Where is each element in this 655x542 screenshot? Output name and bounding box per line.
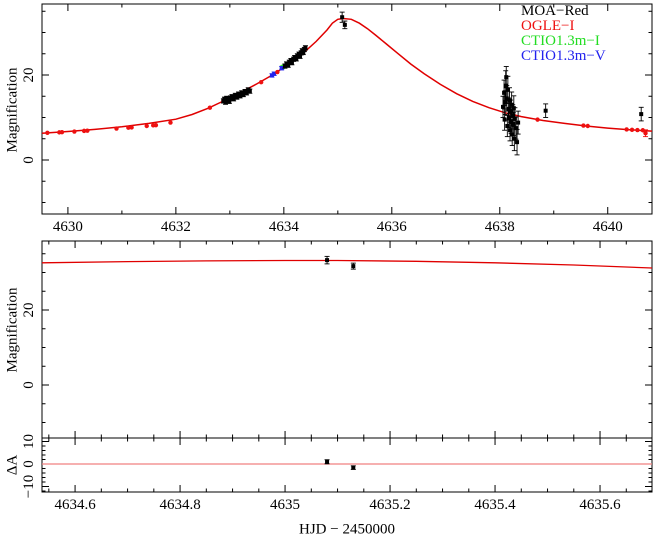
svg-text:4630: 4630 — [53, 219, 83, 235]
top-y-axis-label: Magnification — [4, 67, 21, 153]
svg-text:20: 20 — [21, 303, 37, 318]
legend: MOA−Red OGLE−I CTIO1.3m−I CTIO1.3m−V — [521, 4, 606, 64]
svg-text:4635.4: 4635.4 — [474, 497, 516, 513]
svg-text:4636: 4636 — [377, 219, 408, 235]
svg-text:4640: 4640 — [593, 219, 623, 235]
svg-text:4638: 4638 — [485, 219, 515, 235]
middle-panel: 0 20 — [21, 240, 653, 439]
svg-text:4635.6: 4635.6 — [579, 497, 621, 513]
svg-text:4634: 4634 — [269, 219, 300, 235]
svg-text:4635: 4635 — [270, 497, 300, 513]
top-panel: 4630 4632 4634 4636 4638 4640 0 20 — [21, 3, 653, 235]
svg-text:20: 20 — [21, 68, 37, 83]
svg-text:10: 10 — [21, 434, 37, 449]
legend-item-ctio-i: CTIO1.3m−I — [521, 34, 606, 49]
x-axis-label: HJD − 2450000 — [299, 521, 395, 538]
svg-text:4634.8: 4634.8 — [159, 497, 200, 513]
legend-label-moa-red: MOA−Red — [521, 3, 589, 19]
svg-text:0: 0 — [21, 381, 37, 389]
legend-item-ogle-i: OGLE−I — [521, 19, 606, 34]
svg-text:0: 0 — [21, 156, 37, 164]
svg-text:4632: 4632 — [161, 219, 191, 235]
svg-text:4635.2: 4635.2 — [369, 497, 410, 513]
residual-panel: 4634.6 4634.8 4635 4635.2 4635.4 4635.6 −10 0 10 — [21, 434, 653, 513]
legend-label-ctio-i: CTIO1.3m−I — [521, 33, 600, 49]
legend-label-ogle-i: OGLE−I — [521, 18, 575, 34]
legend-item-ctio-v: CTIO1.3m−V — [521, 49, 606, 64]
svg-text:4634.6: 4634.6 — [54, 497, 96, 513]
legend-item-moa-red: MOA−Red — [521, 4, 606, 19]
svg-text:0: 0 — [21, 460, 37, 468]
svg-text:−10: −10 — [21, 475, 37, 498]
residual-y-axis-label: ΔA — [4, 454, 21, 476]
middle-y-axis-label: Magnification — [4, 287, 21, 373]
legend-label-ctio-v: CTIO1.3m−V — [521, 48, 606, 64]
